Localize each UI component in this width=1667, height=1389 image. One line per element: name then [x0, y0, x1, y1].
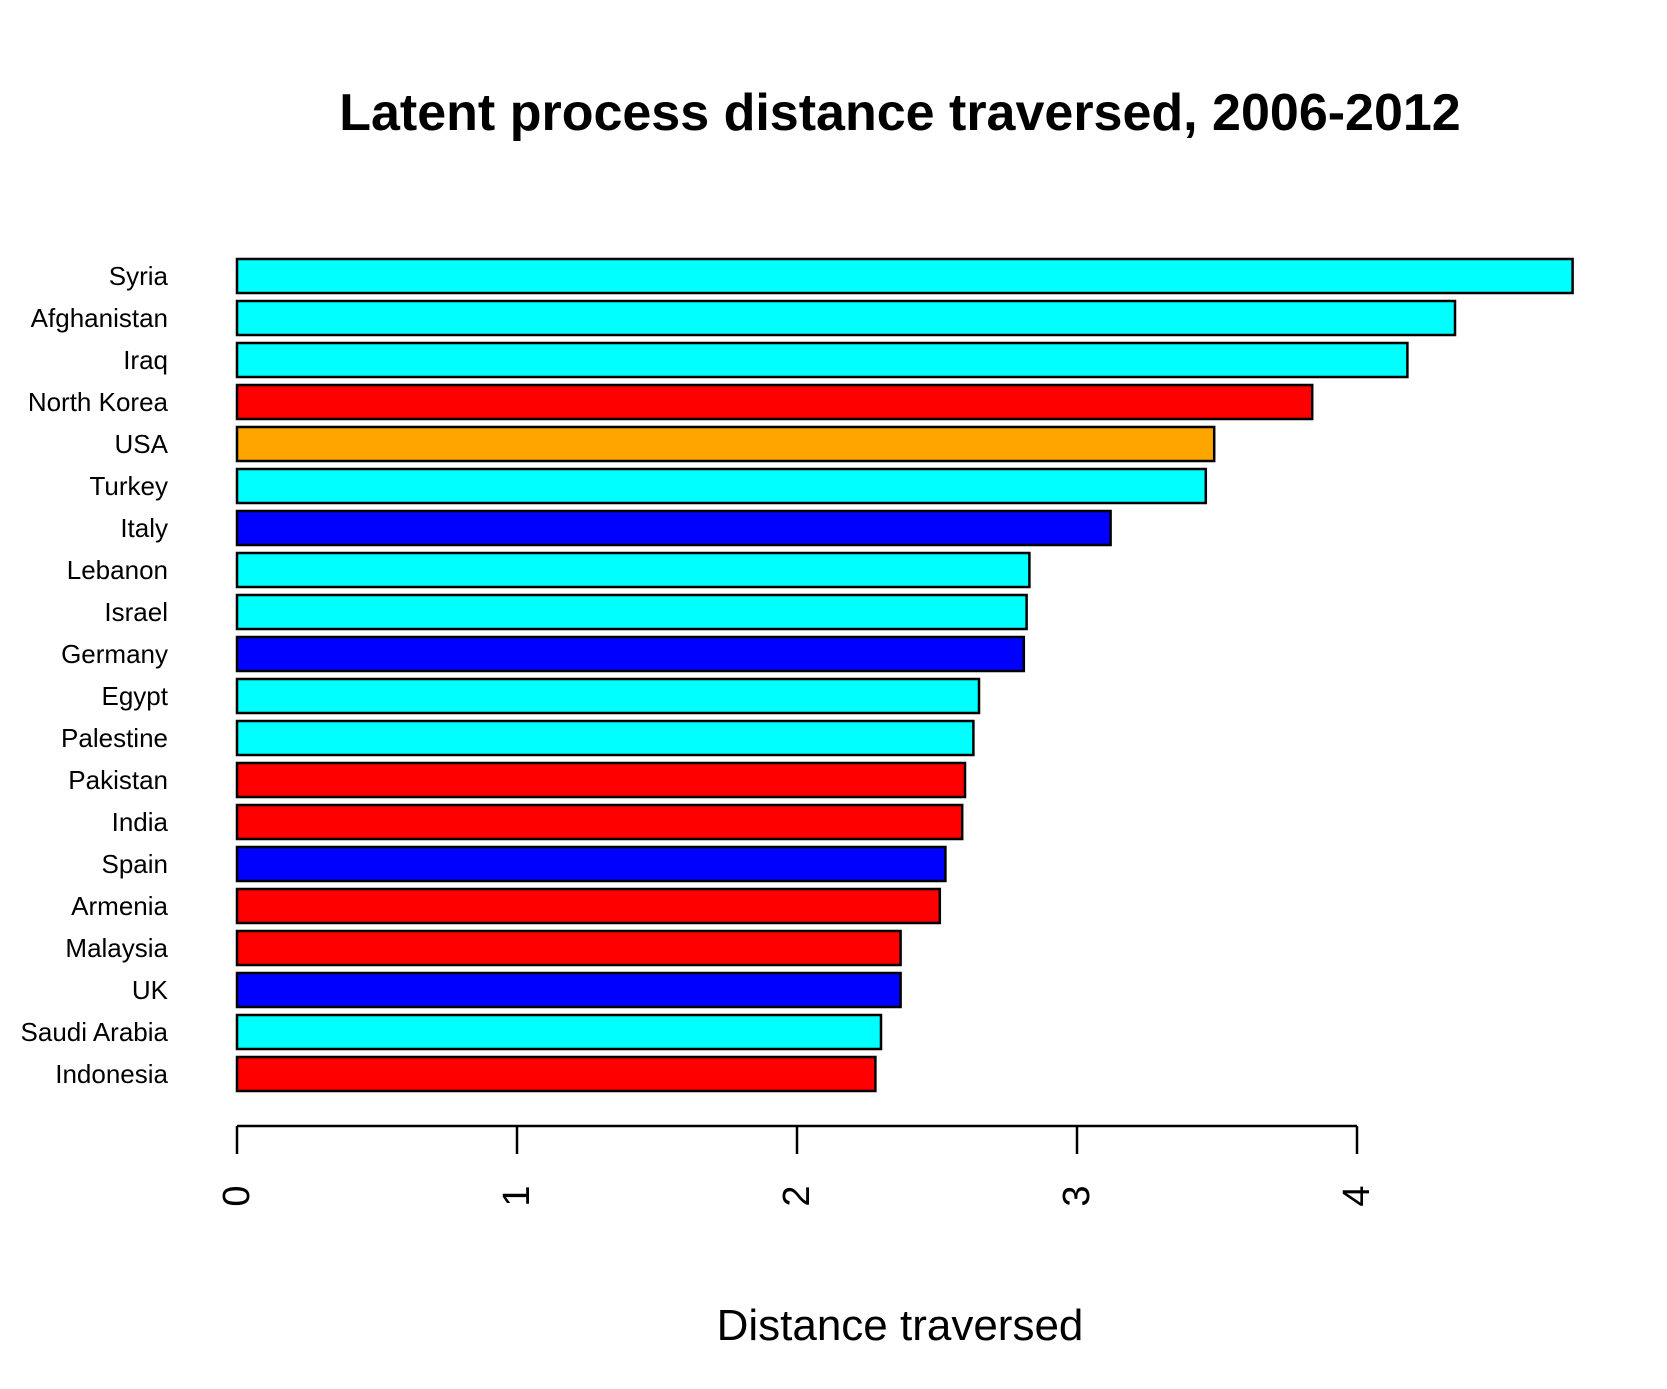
category-label-indonesia: Indonesia [55, 1059, 168, 1089]
bar-pakistan [235, 761, 967, 799]
x-tick-label-4: 4 [1336, 1185, 1378, 1206]
category-label-india: India [112, 807, 169, 837]
bar-indonesia [235, 1055, 877, 1093]
bar-syria [235, 257, 1574, 295]
bar-north-korea [235, 383, 1314, 421]
category-label-italy: Italy [120, 513, 168, 543]
bar-uk [235, 971, 902, 1009]
category-label-spain: Spain [102, 849, 169, 879]
category-label-iraq: Iraq [123, 345, 168, 375]
category-labels: Syria Afghanistan Iraq North Korea USA Turkey… [21, 261, 169, 1089]
bars-group [235, 257, 1574, 1093]
bar-malaysia [235, 929, 902, 967]
bar-afghanistan [235, 299, 1457, 337]
bar-saudi-arabia [235, 1013, 883, 1051]
bar-armenia [235, 887, 942, 925]
chart-title: Latent process distance traversed, 2006-… [339, 84, 1460, 142]
category-label-afghanistan: Afghanistan [31, 303, 168, 333]
bar-israel [235, 593, 1028, 631]
category-label-egypt: Egypt [102, 681, 169, 711]
category-label-malaysia: Malaysia [65, 933, 168, 963]
bar-india [235, 803, 964, 841]
bar-iraq [235, 341, 1409, 379]
bar-spain [235, 845, 947, 883]
category-label-israel: Israel [104, 597, 168, 627]
category-label-palestine: Palestine [61, 723, 168, 753]
category-label-germany: Germany [61, 639, 168, 669]
bar-usa [235, 425, 1216, 463]
category-label-north-korea: North Korea [28, 387, 169, 417]
category-label-usa: USA [115, 429, 169, 459]
category-label-pakistan: Pakistan [68, 765, 168, 795]
bar-turkey [235, 467, 1208, 505]
category-label-syria: Syria [109, 261, 169, 291]
x-axis-title: Distance traversed [717, 1301, 1084, 1350]
x-tick-label-2: 2 [776, 1185, 818, 1206]
bar-italy [235, 509, 1112, 547]
bar-egypt [235, 677, 981, 715]
category-label-armenia: Armenia [71, 891, 168, 921]
x-tick-label-3: 3 [1056, 1185, 1098, 1206]
category-label-uk: UK [132, 975, 169, 1005]
category-label-turkey: Turkey [90, 471, 169, 501]
bar-lebanon [235, 551, 1031, 589]
x-axis: 0 1 2 3 4 [216, 1124, 1378, 1207]
bar-germany [235, 635, 1026, 673]
category-label-lebanon: Lebanon [67, 555, 168, 585]
x-tick-label-1: 1 [496, 1185, 538, 1206]
bar-palestine [235, 719, 975, 757]
category-label-saudi-arabia: Saudi Arabia [21, 1017, 169, 1047]
x-tick-label-0: 0 [216, 1185, 258, 1206]
